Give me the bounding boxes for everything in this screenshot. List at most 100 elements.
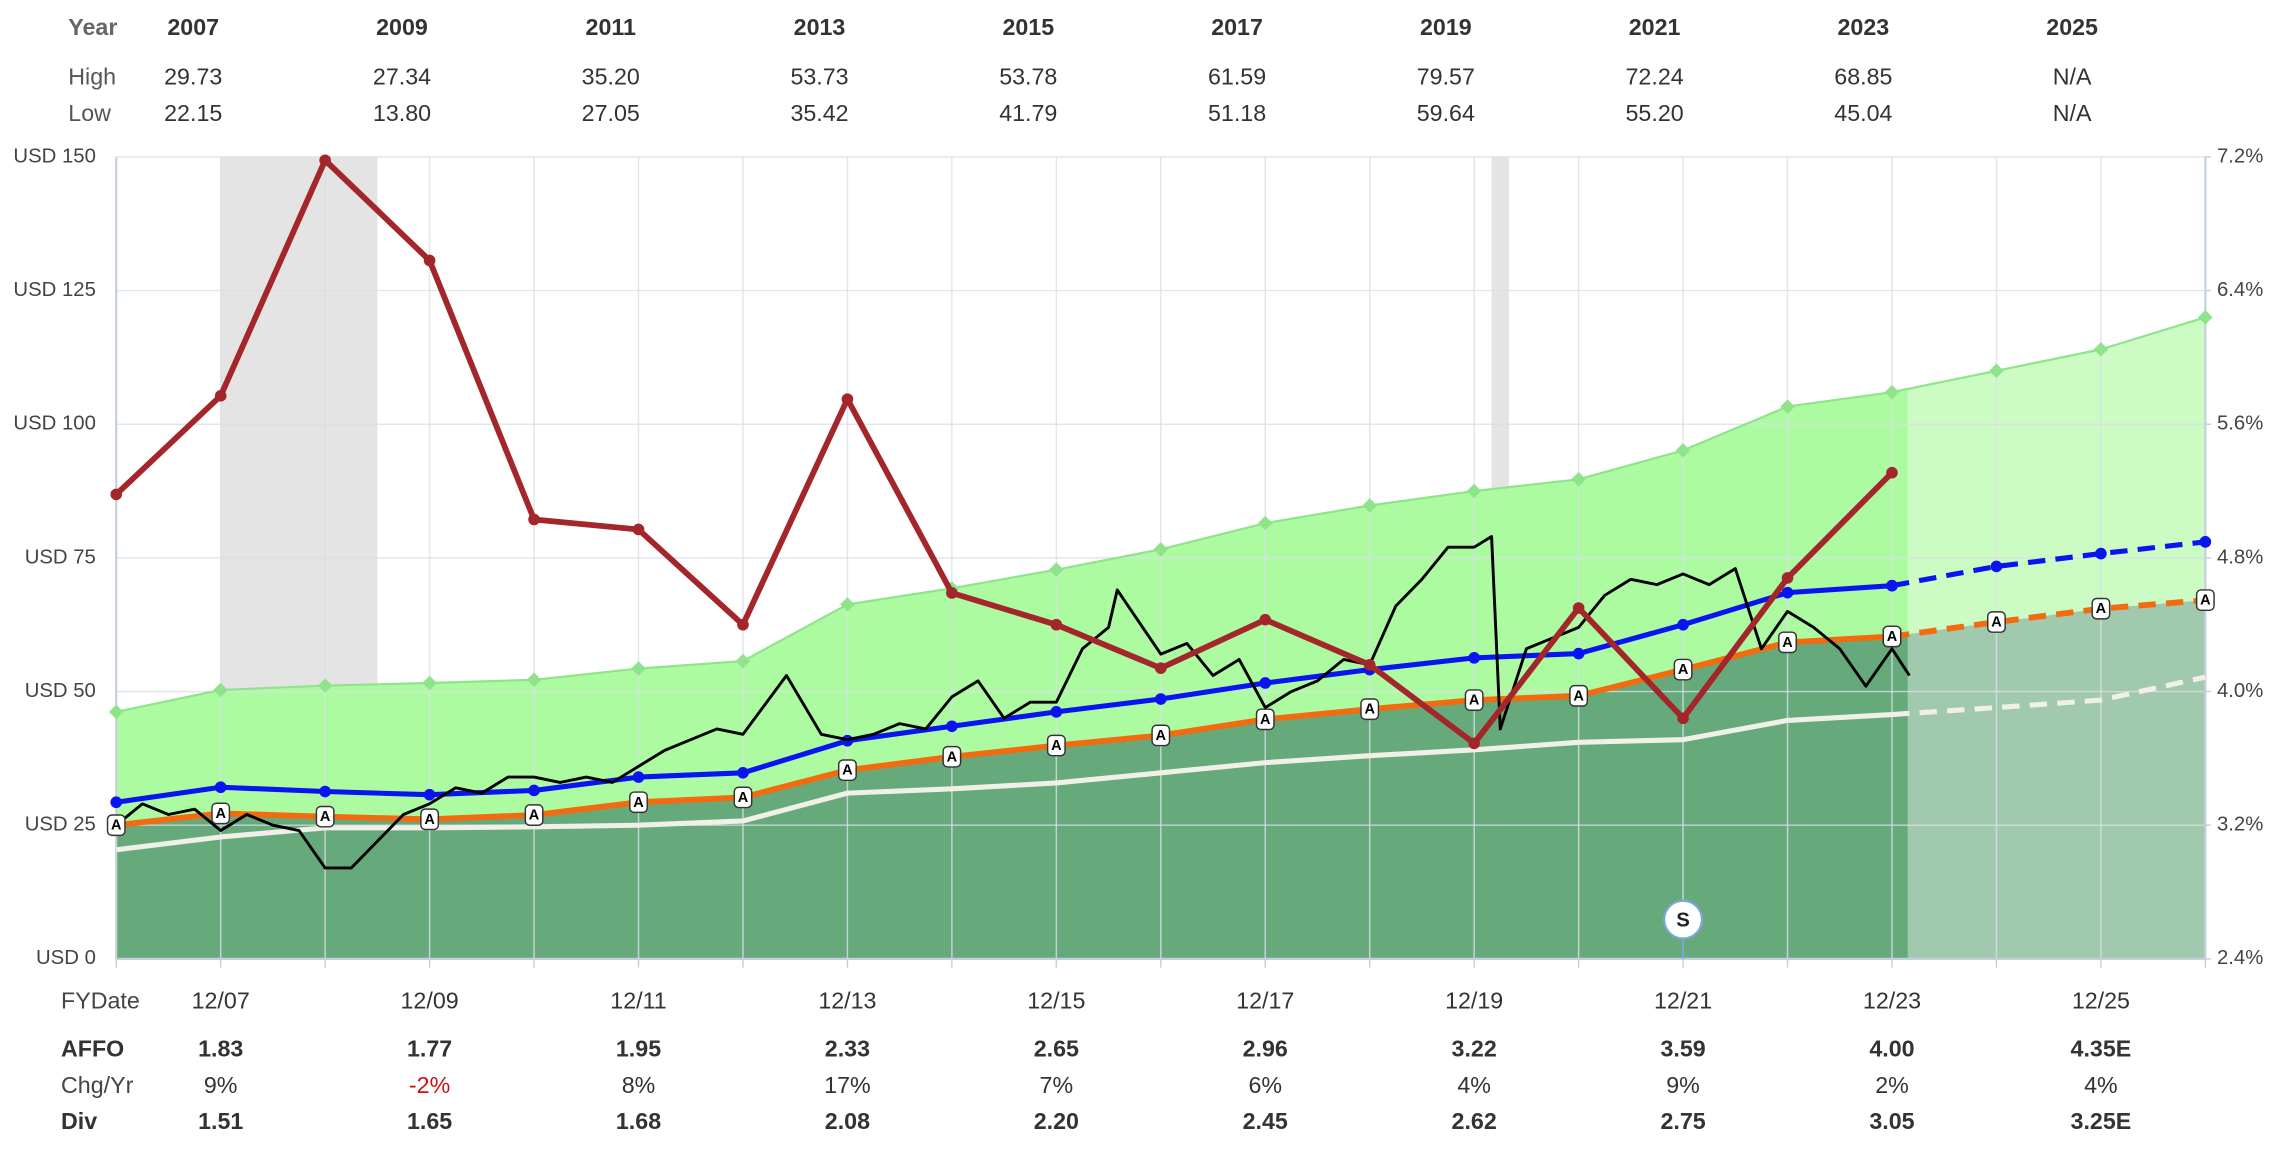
line [115,711,1893,853]
point [631,661,646,676]
area [1891,600,2206,959]
row-label: Chg/Yr [61,1072,134,1098]
cell: 3.25E [2071,1108,2132,1134]
y2-tick-label: 6.4% [2217,279,2263,301]
point-label: A [842,763,853,779]
point-label: A [2200,593,2211,609]
row-label: Div [61,1108,97,1134]
year-header: Year [68,14,117,40]
y2-tick-label: 2.4% [2217,947,2263,969]
cell: 3.22 [1452,1036,1497,1062]
x-tick-label: 12/25 [2072,988,2130,1014]
cell: 51.18 [1208,100,1266,126]
point [1886,579,1898,592]
marker-label: S [1676,909,1690,931]
cell: 2.65 [1034,1036,1079,1062]
point-label: A [424,812,435,828]
cell: 4% [2084,1072,2118,1098]
cell: 53.73 [790,64,848,90]
cell: 45.04 [1834,100,1892,126]
point [632,771,645,783]
point [319,785,331,798]
point-label-box [629,791,648,814]
cell: 72.24 [1626,64,1684,90]
point [1050,706,1063,718]
point [1468,652,1480,664]
point [1363,658,1376,671]
cell: 1.95 [616,1036,661,1062]
point-label: A [1887,629,1898,645]
point [422,675,437,691]
point [1990,560,2003,573]
cell: 79.57 [1417,64,1475,90]
year-cell: 2021 [1629,14,1681,40]
cell: 29.73 [164,64,222,90]
cell: 27.05 [582,100,640,126]
area [116,636,1892,959]
cell: 1.65 [407,1108,452,1134]
point-label-box [1987,611,2006,633]
point [1259,677,1272,689]
point-label-box [1778,631,1797,654]
point [423,254,436,267]
point-label-box [106,814,126,837]
cell: 1.83 [198,1036,243,1062]
point [214,390,227,402]
cell: 2.33 [825,1036,870,1062]
cell: 22.15 [164,100,222,126]
year-cell: 2025 [2046,14,2098,40]
point-label: A [529,808,540,824]
point [2095,547,2107,560]
cell: 9% [1666,1072,1700,1098]
y-tick-label: USD 125 [13,279,95,301]
point [1050,618,1063,631]
point [2199,536,2212,548]
point-label-box [524,804,544,826]
cell: 1.77 [407,1036,452,1062]
year-cell: 2015 [1002,14,1054,40]
point [1259,613,1272,626]
point [1886,466,1898,479]
point [1989,363,2004,379]
cell: 1.68 [616,1108,661,1134]
line [1891,597,2206,640]
cell: 1.51 [198,1108,243,1134]
point [946,720,958,733]
cell: 2.08 [825,1108,870,1134]
point-label-box [1046,734,1066,757]
point-label-box [1151,724,1171,747]
cell: 17% [824,1072,871,1098]
point-label-box [420,808,440,831]
cell: 3.59 [1660,1036,1705,1062]
point [737,618,749,631]
point [423,788,436,801]
y-tick-label: USD 75 [25,546,96,568]
point [528,513,540,526]
point-label-box [733,786,753,809]
y2-tick-label: 4.8% [2217,546,2263,568]
year-cell: 2019 [1420,14,1472,40]
year-cell: 2009 [376,14,428,40]
x-tick-label: 12/19 [1445,988,1503,1014]
cell: N/A [2053,64,2092,90]
point-label-box [2091,597,2111,620]
point [1781,586,1794,599]
point-label-box [1255,708,1275,731]
point-label-box [211,802,231,825]
point-label-box [1360,698,1380,721]
x-tick-label: 12/15 [1027,988,1085,1014]
cell: 4.00 [1869,1036,1914,1062]
cell: 59.64 [1417,100,1475,126]
point [528,784,540,797]
marker [1663,899,1704,940]
cell: 2.62 [1452,1108,1497,1134]
point [1153,542,1169,557]
point-label: A [1678,662,1689,678]
point-label: A [320,809,331,825]
cell: 8% [622,1072,656,1098]
point-label: A [215,806,226,822]
point [1677,618,1689,631]
y2-tick-label: 4.0% [2217,680,2263,702]
point [1257,515,1273,531]
